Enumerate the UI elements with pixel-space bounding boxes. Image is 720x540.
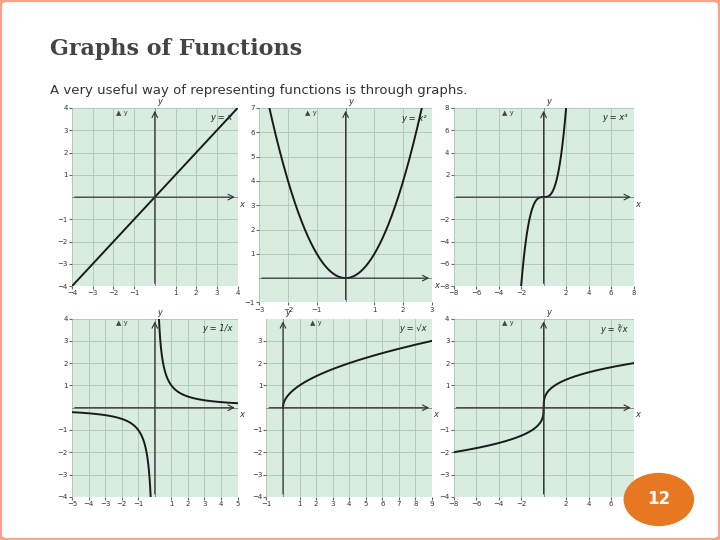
- Text: 12: 12: [647, 490, 670, 509]
- Text: y: y: [546, 97, 552, 106]
- Text: Graphs of Functions: Graphs of Functions: [50, 38, 302, 60]
- Text: y = √x: y = √x: [400, 324, 427, 333]
- Text: x: x: [433, 281, 438, 291]
- Text: x: x: [635, 410, 640, 420]
- Text: A very useful way of representing functions is through graphs.: A very useful way of representing functi…: [50, 84, 468, 97]
- Text: y = x: y = x: [210, 113, 233, 123]
- Text: y = x³: y = x³: [603, 113, 628, 123]
- Text: ▲ y: ▲ y: [305, 110, 317, 116]
- Text: y = 1/x: y = 1/x: [202, 324, 233, 333]
- Text: x: x: [433, 410, 438, 420]
- Text: y: y: [157, 97, 162, 106]
- Text: ▲ y: ▲ y: [310, 320, 322, 326]
- Text: ▲ y: ▲ y: [502, 320, 513, 326]
- Text: y = ∛x: y = ∛x: [600, 324, 628, 334]
- Text: ▲ y: ▲ y: [116, 320, 127, 326]
- Text: y: y: [285, 308, 290, 317]
- Text: x: x: [239, 410, 244, 420]
- Text: y: y: [157, 308, 162, 317]
- Text: y: y: [348, 97, 354, 106]
- Text: ▲ y: ▲ y: [502, 110, 513, 116]
- Text: ▲ y: ▲ y: [116, 110, 127, 116]
- Text: y: y: [546, 308, 552, 317]
- Text: x: x: [239, 200, 244, 209]
- Text: x: x: [635, 200, 640, 209]
- Text: y = x²: y = x²: [401, 114, 427, 123]
